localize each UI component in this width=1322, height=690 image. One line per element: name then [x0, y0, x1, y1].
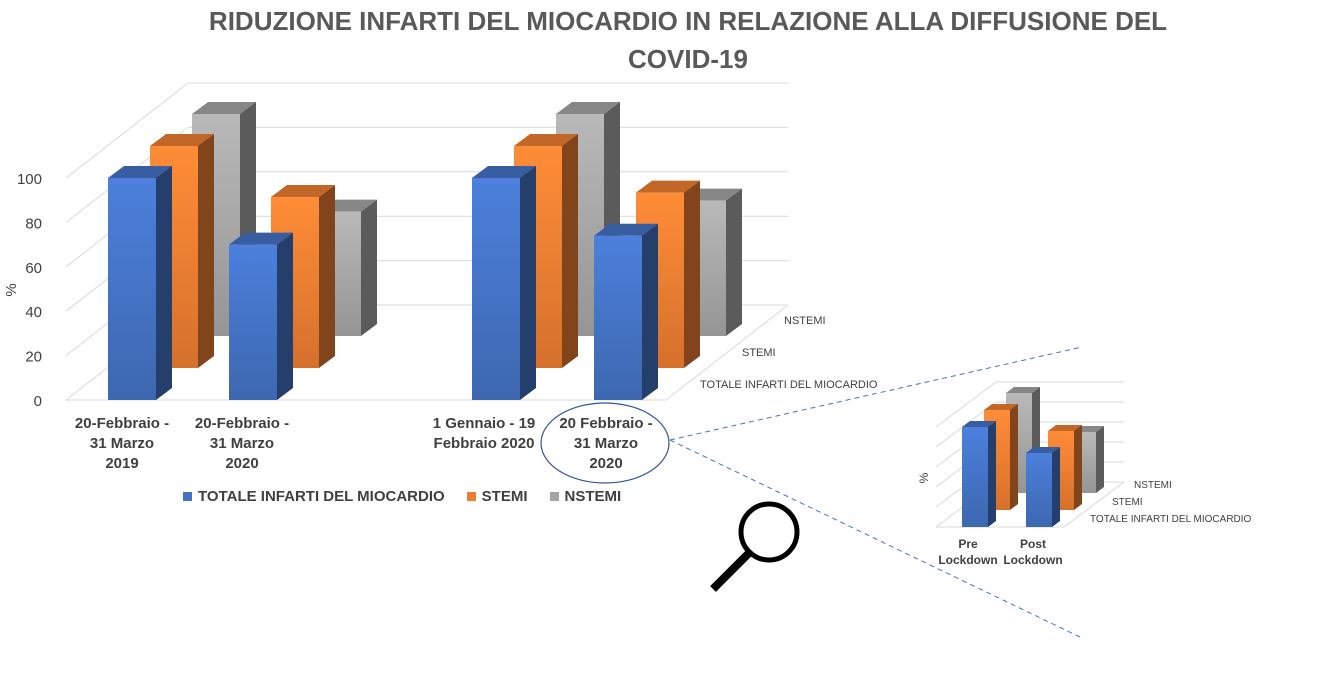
main-y-tick-label: 20: [25, 349, 42, 366]
inset-bar-top: [1006, 387, 1040, 393]
main-y-tick-label: 100: [17, 171, 42, 188]
main-side-gridline: [65, 82, 189, 179]
main-category-label: 2020: [225, 455, 258, 472]
main-bar-top: [472, 166, 536, 178]
inset-bar-side: [988, 421, 996, 527]
main-depth-label: STEMI: [742, 347, 776, 359]
inset-depth-label: TOTALE INFARTI DEL MIOCARDIO: [1090, 514, 1252, 525]
main-bar-top: [150, 134, 214, 146]
main-bar-side: [562, 134, 578, 368]
inset-bar-top: [1048, 425, 1082, 431]
legend-swatch-total: [183, 492, 192, 501]
main-bar-front: [594, 235, 642, 400]
legend-label-stemi: STEMI: [481, 488, 528, 505]
main-floor-right: [665, 304, 789, 401]
inset-bar-side: [1096, 426, 1104, 493]
legend-swatch-stemi: [466, 492, 476, 501]
main-bar-side: [198, 134, 214, 368]
legend-item-nstemi: NSTEMI: [549, 488, 622, 505]
chart-title: RIDUZIONE INFARTI DEL MIOCARDIO IN RELAZ…: [140, 2, 1236, 78]
main-category-label: 31 Marzo: [210, 435, 274, 452]
inset-category-label: Lockdown: [938, 553, 997, 567]
main-bar-side: [156, 166, 172, 400]
main-y-tick-label: 80: [25, 215, 42, 232]
main-bar-total-3: [594, 223, 658, 400]
inset-bar-top: [962, 421, 996, 427]
inset-bar-front: [1026, 453, 1052, 527]
chart-title-line1: RIDUZIONE INFARTI DEL MIOCARDIO IN RELAZ…: [208, 6, 1168, 36]
legend-label-total: TOTALE INFARTI DEL MIOCARDIO: [198, 488, 445, 505]
main-category-label: Febbraio 2020: [434, 435, 535, 452]
inset-category-label: Lockdown: [1003, 553, 1062, 567]
inset-bar-front: [962, 427, 988, 527]
main-plot: [65, 82, 789, 401]
inset-bar-total-1: [1026, 447, 1060, 527]
main-bar-top: [594, 223, 658, 236]
inset-bar-top: [984, 404, 1018, 410]
legend-swatch-nstemi: [549, 492, 559, 501]
highlight-ellipse: [540, 402, 670, 484]
main-bar-top: [636, 180, 700, 193]
main-bar-side: [726, 188, 742, 336]
magnifier-icon: [710, 501, 800, 592]
inset-depth-label: NSTEMI: [1134, 480, 1172, 491]
inset-bar-top: [1026, 447, 1060, 453]
main-bar-side: [277, 232, 293, 400]
main-bar-side: [361, 199, 377, 336]
legend-item-total: TOTALE INFARTI DEL MIOCARDIO: [183, 488, 445, 505]
main-bar-top: [271, 185, 335, 198]
main-category-label: 31 Marzo: [574, 435, 638, 452]
main-bar-top: [556, 102, 620, 114]
inset-depth-label: STEMI: [1112, 497, 1143, 508]
main-bar-top: [229, 232, 293, 245]
main-y-tick-label: 60: [25, 260, 42, 277]
chart-title-line2: COVID-19: [628, 44, 748, 74]
main-category-label: 2019: [105, 455, 138, 472]
inset-bar-side: [1010, 404, 1018, 510]
legend-label-nstemi: NSTEMI: [564, 488, 622, 505]
main-bar-side: [642, 223, 658, 400]
inset-plot: [935, 381, 1125, 528]
zoom-connector-top: [669, 346, 1083, 441]
main-category-label: 20-Febbraio -: [75, 415, 169, 432]
main-category-label: 31 Marzo: [90, 435, 154, 452]
inset-bar-total-0: [962, 421, 996, 527]
main-bar-top: [108, 166, 172, 178]
main-bar-total-2: [472, 166, 536, 400]
main-category-label: 20 Febbraio -: [559, 415, 652, 432]
main-bar-side: [684, 180, 700, 368]
inset-category-label: Post: [1020, 537, 1046, 551]
main-bar-side: [319, 185, 335, 368]
main-y-axis-label: %: [3, 283, 20, 296]
main-bar-front: [472, 178, 520, 400]
main-bar-front: [229, 244, 277, 400]
inset-bar-side: [1074, 425, 1082, 510]
zoom-connector-bottom: [669, 439, 1083, 639]
magnifier-lens: [738, 501, 800, 563]
main-category-label: 20-Febbraio -: [195, 415, 289, 432]
main-bar-side: [520, 166, 536, 400]
main-y-tick-label: 40: [25, 304, 42, 321]
main-y-tick-label: 0: [34, 393, 42, 410]
main-bar-top: [514, 134, 578, 146]
main-category-label: 2020: [589, 455, 622, 472]
inset-category-label: Pre: [958, 537, 978, 551]
main-bar-top: [192, 102, 256, 114]
main-bar-total-0: [108, 166, 172, 400]
inset-side-gridline: [935, 381, 997, 428]
legend-item-stemi: STEMI: [466, 488, 528, 505]
main-depth-label: TOTALE INFARTI DEL MIOCARDIO: [700, 379, 878, 391]
main-bar-total-1: [229, 232, 293, 400]
chart-legend: TOTALE INFARTI DEL MIOCARDIO STEMI NSTEM…: [183, 488, 621, 505]
main-bar-front: [108, 178, 156, 400]
inset-floor-right: [1063, 481, 1125, 528]
inset-bar-side: [1052, 447, 1060, 527]
main-category-label: 1 Gennaio - 19: [433, 415, 536, 432]
inset-y-axis-label: %: [917, 472, 931, 483]
magnifier-handle: [710, 550, 752, 592]
main-depth-label: NSTEMI: [784, 315, 826, 327]
